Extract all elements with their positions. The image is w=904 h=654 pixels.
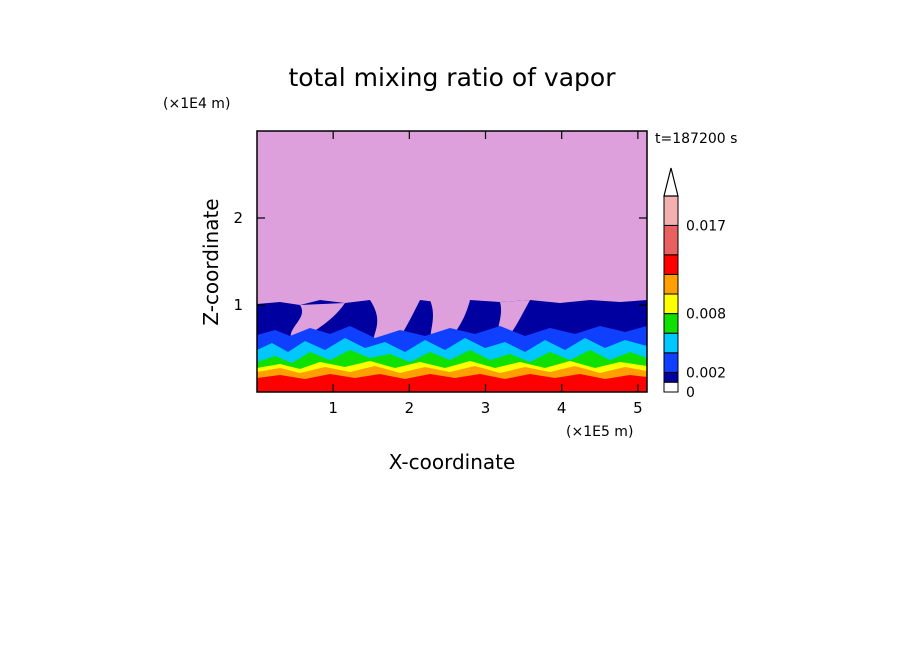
y-unit-label: (×1E4 m)	[163, 96, 230, 112]
colorbar-swatch	[663, 254, 679, 275]
colorbar-label: 0.008	[686, 307, 726, 323]
y-axis-ticks: 12	[233, 209, 647, 314]
x-tick-label: 4	[557, 399, 567, 417]
colorbar-swatch	[663, 293, 679, 315]
x-axis-label: X-coordinate	[389, 450, 516, 474]
colorbar-label: 0.002	[686, 365, 726, 381]
colorbar-swatch	[663, 332, 679, 354]
colorbar-label: 0	[686, 385, 695, 401]
colorbar-label: 0.017	[686, 218, 726, 234]
x-tick-label: 3	[481, 399, 491, 417]
plot-frame	[256, 130, 648, 393]
y-tick-label: 2	[233, 209, 243, 227]
field-layer-red	[257, 374, 647, 392]
x-tick-label: 5	[633, 399, 643, 417]
colorbar: 0 0.002 0.008 0.017	[663, 167, 726, 401]
time-label: t=187200 s	[655, 131, 737, 147]
y-axis-label: Z-coordinate	[199, 198, 223, 325]
colorbar-swatch	[663, 273, 679, 295]
colorbar-swatch	[663, 195, 679, 226]
x-axis-ticks: 1 2 3 4 5	[328, 131, 643, 417]
colorbar-swatch	[663, 371, 679, 383]
colorbar-swatch	[663, 381, 679, 393]
colorbar-extend-arrow	[663, 167, 679, 197]
colorbar-swatch	[663, 313, 679, 334]
x-unit-label: (×1E5 m)	[566, 424, 633, 440]
x-tick-label: 1	[328, 399, 338, 417]
contour-field	[257, 131, 647, 392]
colorbar-swatch	[663, 224, 679, 256]
colorbar-swatch	[663, 352, 679, 373]
chart-title: total mixing ratio of vapor	[288, 63, 616, 92]
y-tick-label: 1	[233, 296, 243, 314]
x-tick-label: 2	[405, 399, 415, 417]
